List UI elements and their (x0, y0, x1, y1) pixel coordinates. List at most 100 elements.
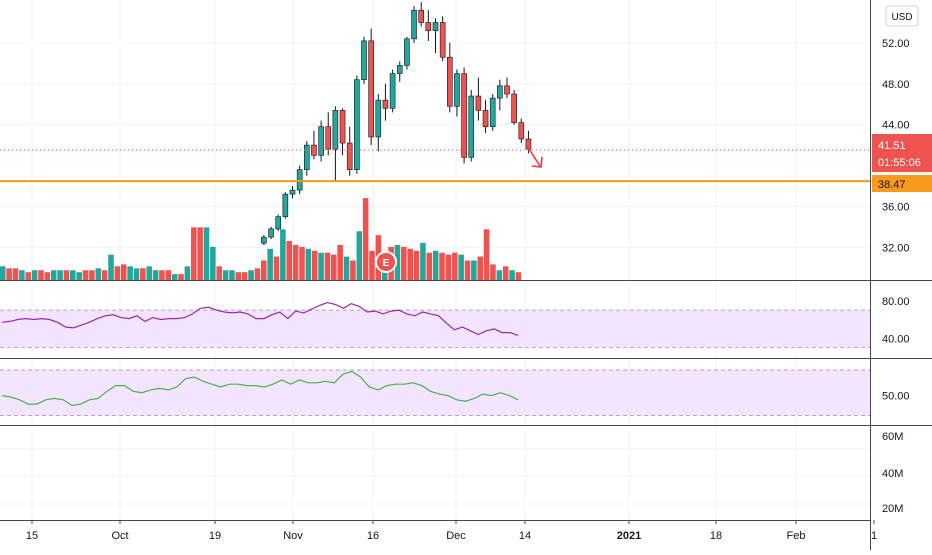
candle-body (396, 65, 403, 74)
candlestick (461, 67, 467, 164)
candlestick (268, 226, 274, 240)
candlestick (482, 100, 489, 133)
price-tick-label: 52.00 (882, 38, 910, 50)
volume-bar (12, 268, 19, 280)
volume-bar (254, 268, 261, 280)
volume-bar (63, 270, 70, 280)
candle-body (511, 93, 517, 123)
candlestick (311, 130, 317, 160)
candlestick (368, 28, 374, 146)
time-tick-label: 2021 (617, 530, 641, 542)
volume-bar (439, 252, 445, 280)
price-tick-label: 44.00 (882, 120, 910, 132)
rsi-tick-label: 80.00 (882, 296, 910, 308)
volume-bar (178, 274, 184, 280)
candlestick (418, 2, 425, 27)
candlestick (396, 61, 403, 82)
volume-bar (413, 250, 420, 280)
candle-body (296, 169, 303, 191)
candlestick (296, 165, 303, 195)
candle-body (411, 9, 417, 40)
candle-body (518, 122, 525, 140)
volume-bar (331, 254, 337, 280)
volume-bar (350, 260, 356, 280)
volume-bar (38, 270, 44, 280)
volume-bar (216, 266, 223, 280)
down-arrow-annotation[interactable] (526, 145, 543, 168)
volume-tick-label: 60M (882, 431, 903, 443)
volume-bar (101, 270, 108, 280)
candle-body (389, 73, 396, 109)
currency-button[interactable]: USD (885, 5, 919, 27)
time-tick-label: 14 (519, 530, 531, 542)
candle-body (318, 126, 324, 156)
candle-body (375, 99, 382, 138)
volume-bar (120, 264, 127, 280)
volume-bar (496, 270, 503, 280)
candle-body (268, 228, 274, 238)
volume-axis-ticks: 60M 40M 20M (882, 431, 903, 515)
time-tick-label: 19 (209, 530, 221, 542)
candle-body (354, 79, 360, 170)
volume-bar (426, 252, 433, 280)
candle-body (382, 99, 389, 109)
volume-bar (445, 254, 452, 280)
candlestick (361, 36, 367, 84)
price-axis-ticks: 52.00 48.00 44.00 36.00 32.00 (882, 38, 910, 254)
price-tick-label: 48.00 (882, 79, 910, 91)
candle-body (497, 85, 503, 99)
volume-bar (407, 248, 413, 280)
volume-bar (401, 246, 407, 280)
candle-body (475, 95, 482, 111)
volume-bar (432, 250, 439, 280)
candlestick (339, 108, 346, 156)
candlestick (504, 77, 510, 99)
osc-tick-label: 50.00 (882, 391, 910, 403)
osc-line (1, 370, 519, 407)
rsi-axis-ticks: 80.00 40.00 (882, 296, 910, 346)
rsi-pane[interactable] (0, 301, 870, 349)
volume-bar (267, 248, 273, 280)
volume-bar (222, 270, 229, 280)
candle-body (418, 9, 425, 23)
candle-body (339, 110, 346, 144)
volume-bar (305, 248, 312, 280)
candlestick (446, 42, 453, 113)
volume-bar (6, 268, 12, 280)
volume-bar (273, 256, 280, 280)
volume-bar (248, 270, 254, 280)
volume-bar (203, 227, 210, 280)
volume-bar (241, 272, 248, 280)
volume-bar (394, 244, 401, 280)
volume-bar (31, 270, 38, 280)
volume-bars (0, 198, 522, 280)
candlestick (332, 106, 339, 182)
earnings-marker[interactable]: E (375, 251, 397, 273)
candlestick (318, 120, 324, 162)
volume-bar (311, 250, 318, 280)
volume-bar (502, 266, 509, 280)
volume-bar (286, 241, 293, 280)
level-price-badge: 38.47 (872, 175, 932, 192)
oscillator-pane[interactable] (0, 369, 870, 416)
rsi-fill (0, 310, 870, 348)
price-tick-label: 32.00 (882, 242, 910, 254)
volume-bar (210, 246, 216, 280)
candlestick (432, 18, 439, 54)
candle-body (404, 38, 410, 66)
volume-bar (324, 252, 331, 280)
volume-bar (108, 254, 114, 280)
time-axis[interactable]: 15 Oct 19 Nov 16 Dec 14 2021 18 Feb 1 (26, 520, 877, 542)
time-tick-label: 1 (871, 530, 877, 542)
candle-body (425, 22, 432, 31)
volume-bar (82, 270, 89, 280)
volume-bar (318, 252, 324, 280)
volume-bar (471, 260, 477, 280)
time-tick-label: Feb (787, 530, 806, 542)
volume-bar (25, 272, 32, 280)
candlestick (518, 118, 525, 144)
volume-bar (159, 270, 165, 280)
candle-body (282, 193, 289, 217)
